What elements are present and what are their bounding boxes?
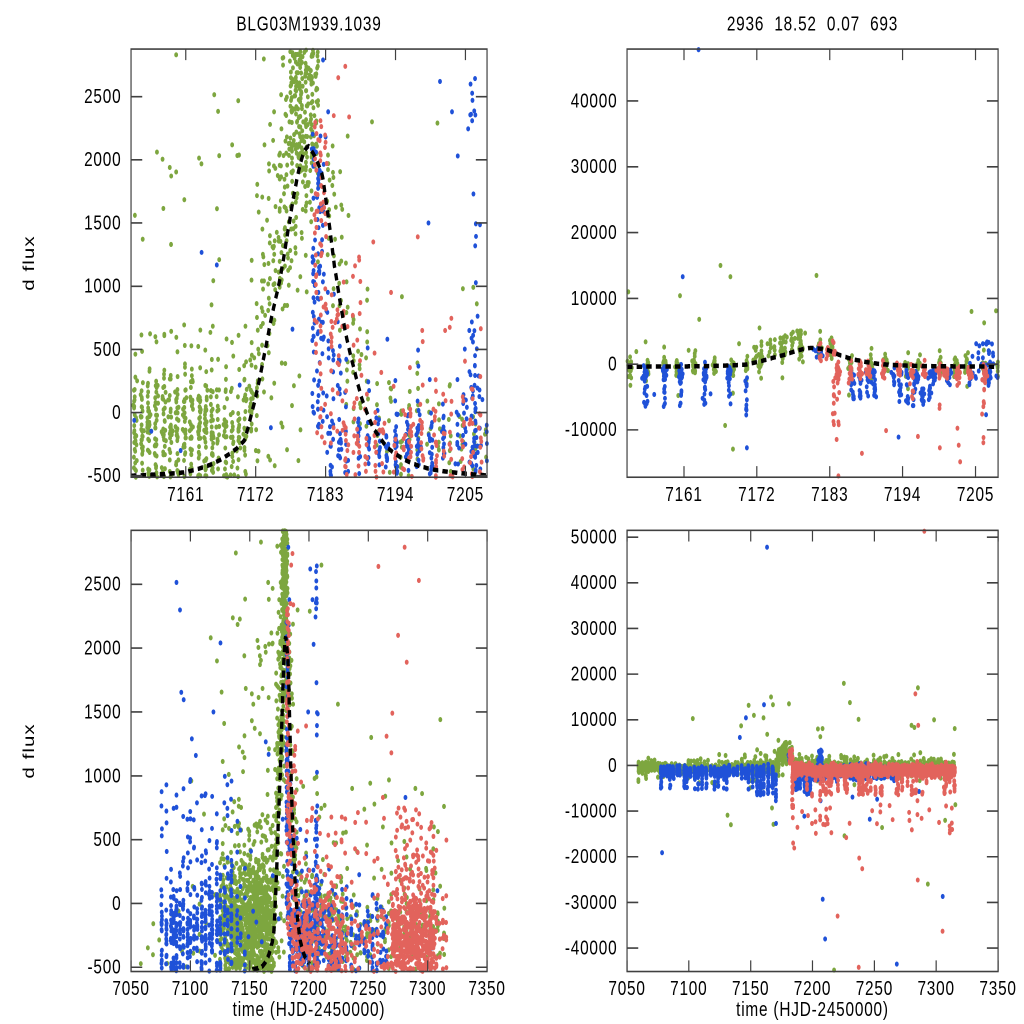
svg-text:7194: 7194 [884, 483, 921, 506]
svg-text:7172: 7172 [237, 483, 274, 506]
svg-text:20000: 20000 [571, 221, 618, 244]
svg-text:500: 500 [93, 338, 121, 361]
svg-text:2000: 2000 [84, 148, 121, 171]
svg-text:d flux: d flux [21, 723, 38, 778]
svg-text:-30000: -30000 [565, 891, 618, 914]
svg-text:10000: 10000 [571, 287, 618, 310]
svg-text:7194: 7194 [377, 483, 414, 506]
svg-text:2000: 2000 [84, 636, 121, 659]
svg-text:500: 500 [93, 828, 121, 851]
svg-text:0: 0 [608, 754, 617, 777]
svg-text:7350: 7350 [468, 977, 505, 1000]
svg-text:0: 0 [112, 892, 121, 915]
svg-text:-10000: -10000 [565, 418, 618, 441]
svg-text:7150: 7150 [732, 977, 769, 1000]
svg-text:2500: 2500 [84, 573, 121, 596]
svg-text:7200: 7200 [794, 977, 831, 1000]
svg-text:-500: -500 [87, 956, 121, 979]
svg-text:7161: 7161 [665, 483, 702, 506]
svg-text:0: 0 [608, 352, 617, 375]
svg-text:7172: 7172 [738, 483, 775, 506]
svg-text:2936 18.52 0.07 693: 2936 18.52 0.07 693 [727, 12, 898, 35]
svg-text:50000: 50000 [571, 525, 618, 548]
svg-text:-500: -500 [87, 464, 121, 487]
svg-text:20000: 20000 [571, 662, 618, 685]
svg-text:7183: 7183 [307, 483, 344, 506]
svg-text:7050: 7050 [112, 977, 149, 1000]
svg-text:7205: 7205 [447, 483, 484, 506]
svg-text:1500: 1500 [84, 211, 121, 234]
svg-text:7100: 7100 [670, 977, 707, 1000]
svg-text:30000: 30000 [571, 617, 618, 640]
svg-text:7050: 7050 [608, 977, 645, 1000]
svg-text:d flux: d flux [21, 235, 38, 290]
svg-text:time (HJD-2450000): time (HJD-2450000) [736, 998, 889, 1021]
svg-text:time (HJD-2450000): time (HJD-2450000) [233, 998, 386, 1021]
svg-text:7205: 7205 [957, 483, 994, 506]
svg-text:7100: 7100 [172, 977, 209, 1000]
svg-text:10000: 10000 [571, 708, 618, 731]
svg-text:7300: 7300 [409, 977, 446, 1000]
svg-text:7250: 7250 [350, 977, 387, 1000]
svg-text:7300: 7300 [917, 977, 954, 1000]
svg-text:-10000: -10000 [565, 799, 618, 822]
svg-text:7200: 7200 [290, 977, 327, 1000]
svg-text:1500: 1500 [84, 700, 121, 723]
svg-text:BLG03M1939.1039: BLG03M1939.1039 [236, 12, 381, 35]
svg-text:7183: 7183 [811, 483, 848, 506]
svg-text:7161: 7161 [167, 483, 204, 506]
svg-text:7150: 7150 [231, 977, 268, 1000]
svg-text:40000: 40000 [571, 89, 618, 112]
svg-text:-40000: -40000 [565, 936, 618, 959]
svg-text:2500: 2500 [84, 85, 121, 108]
svg-text:40000: 40000 [571, 571, 618, 594]
svg-text:-20000: -20000 [565, 845, 618, 868]
svg-text:7350: 7350 [979, 977, 1016, 1000]
svg-text:1000: 1000 [84, 275, 121, 298]
svg-text:1000: 1000 [84, 764, 121, 787]
svg-text:0: 0 [112, 401, 121, 424]
svg-text:7250: 7250 [856, 977, 893, 1000]
svg-text:30000: 30000 [571, 155, 618, 178]
